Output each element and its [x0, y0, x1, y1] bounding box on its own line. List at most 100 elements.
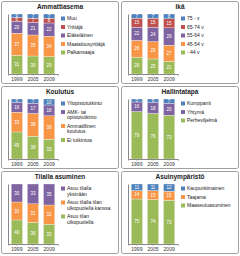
legend-swatch [181, 119, 185, 123]
bar-segment [131, 184, 142, 191]
legend-label: Taajama [187, 194, 206, 200]
plot-area [11, 14, 55, 74]
data-label: 76 [150, 134, 156, 139]
bar-segment [27, 136, 38, 159]
x-axis: 199920052009 [9, 159, 59, 167]
bar-segment [43, 99, 54, 105]
bar-segment [147, 42, 158, 59]
bar-segment [27, 35, 38, 56]
bar-segment [163, 45, 174, 61]
legend-label: Palkansaaja [67, 49, 94, 55]
bar-segment [147, 18, 158, 27]
data-label: 75 [134, 219, 140, 224]
data-label: 7 [32, 14, 35, 19]
panel: Koulutus45383333383916171867101999200520… [2, 87, 119, 169]
legend-swatch [181, 51, 185, 55]
legend-swatch [61, 187, 65, 191]
bar-segment [131, 14, 142, 18]
panel-frame [2, 2, 119, 84]
data-label: 8 [168, 14, 171, 19]
tick-label: 2009 [44, 246, 55, 252]
data-label: 27 [167, 51, 173, 56]
legend: MuuYrittäjäEläkeläinenMaatalousyrittäjäP… [61, 15, 105, 55]
legend: 75 - v65-74 v55-64 v45-54 v- 44 v [181, 15, 204, 55]
tick: 1999 [131, 244, 142, 252]
axis-line [128, 15, 129, 75]
legend-label: Asuu tilallayksinään [67, 185, 91, 197]
data-label: 18 [47, 108, 53, 113]
data-label: 15 [150, 193, 156, 198]
plot-area [11, 99, 55, 159]
bar-segment [43, 139, 54, 159]
data-label: 18 [150, 106, 156, 111]
bar-segment [11, 14, 22, 18]
legend: YliopistotutkintoAMK- taiopistotutkintoA… [61, 100, 102, 143]
legend-label: 65-74 v [187, 24, 204, 30]
data-label: 22 [134, 31, 140, 36]
data-label: 31 [30, 211, 36, 216]
panel: Tilalla asuminen403633303132303335199920… [2, 172, 119, 254]
data-label: 29 [150, 48, 156, 53]
tick: 2009 [164, 159, 175, 167]
bar-segment [27, 18, 38, 22]
legend-label: Perheviljelmä [187, 117, 217, 123]
plot-area [131, 99, 175, 159]
tick: 2009 [164, 244, 175, 252]
legend-label: Maatalousyrittäjä [67, 41, 105, 47]
data-label: 7 [168, 99, 171, 104]
panel-frame [122, 2, 239, 84]
panel-frame [122, 172, 239, 254]
bar-segment [27, 204, 38, 223]
bar-segment [163, 115, 174, 159]
tick-label: 2005 [147, 246, 158, 252]
data-label: 21 [167, 65, 173, 70]
bar-segment [27, 56, 38, 74]
legend-label: Eläkeläinen [67, 32, 93, 38]
tick-label: 2005 [147, 161, 158, 167]
legend-swatch [181, 42, 185, 46]
legend: Kaupunkimainen Taajama Maaseutuasuminen [181, 185, 231, 208]
bar-segment [147, 191, 158, 200]
panel-frame [2, 172, 119, 254]
legend-label: Yrittäjä [67, 24, 83, 30]
legend-label: Yhtymä [187, 109, 204, 115]
data-label: 79 [134, 133, 140, 138]
tick-label: 2005 [27, 161, 38, 167]
axis-line [128, 185, 129, 245]
bar-segment [11, 112, 22, 132]
y-axis [8, 100, 9, 160]
bar-segment [11, 220, 22, 244]
tick: 2005 [147, 74, 158, 82]
tick: 1999 [11, 74, 22, 82]
bar-segment [131, 57, 142, 74]
tick-label: 1999 [131, 76, 142, 82]
bar-segment [131, 18, 142, 27]
data-label: 30 [30, 63, 36, 68]
bar-segment [43, 36, 54, 56]
data-label: 20 [167, 107, 173, 112]
tick: 1999 [11, 244, 22, 252]
data-label: 14 [134, 192, 140, 197]
bar-segment [163, 103, 174, 115]
data-label: 36 [30, 231, 36, 236]
title: Asuinympäristö [155, 173, 204, 181]
x-axis: 199920052009 [129, 74, 179, 82]
data-label: 30 [14, 209, 20, 214]
tick: 2009 [44, 244, 55, 252]
bar-segment [11, 21, 22, 33]
data-label: 38 [30, 122, 36, 127]
x-axis: 1999 2005 2009 [129, 244, 179, 252]
panel: Ammattiasema3130293735342021226786771999… [2, 2, 119, 84]
data-label: 7 [32, 99, 35, 104]
data-label: 11 [135, 185, 140, 190]
bar-segment [147, 99, 158, 103]
x-axis: 199920052009 [9, 244, 59, 252]
bar-segment [11, 33, 22, 55]
data-label: 32 [47, 212, 53, 217]
panel: Ikä2825212829272224291515157781999200520… [122, 2, 239, 84]
legend-label: Kaupunkimainen [187, 185, 224, 191]
legend-label: Maaseutuasuminen [187, 202, 231, 208]
data-label: 28 [134, 46, 140, 51]
bar-segment [163, 191, 174, 200]
data-label: 22 [47, 27, 53, 32]
